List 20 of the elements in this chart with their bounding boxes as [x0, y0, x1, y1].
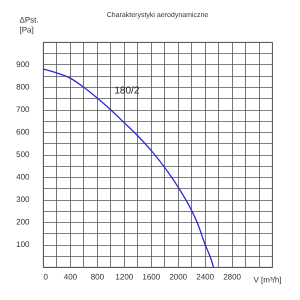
x-tick-label: 2800: [223, 272, 242, 282]
x-axis-title: V [m³/h]: [254, 276, 282, 284]
x-tick-label: 1200: [115, 272, 134, 282]
y-tick-label: 100: [16, 240, 30, 249]
x-tick-label: 800: [90, 272, 105, 282]
line-series: [42, 68, 214, 268]
x-tick-label: 1600: [142, 272, 161, 282]
x-tick-label: 2000: [169, 272, 188, 282]
y-tick-label: 900: [16, 60, 30, 69]
x-tick-label: 400: [64, 272, 78, 282]
y-tick-label: 300: [16, 195, 30, 204]
y-axis-title: ΔPst. [Pa]: [20, 16, 39, 34]
y-tick-label: 400: [16, 172, 30, 182]
y-tick-label: 500: [16, 150, 30, 159]
y-tick-label: 800: [16, 82, 30, 92]
x-tick-label: 0: [44, 272, 48, 282]
y-tick-label: 700: [16, 105, 30, 114]
x-tick-label: 2400: [196, 272, 215, 282]
y-tick-label: 600: [16, 128, 30, 136]
y-tick-label: 200: [16, 218, 30, 226]
